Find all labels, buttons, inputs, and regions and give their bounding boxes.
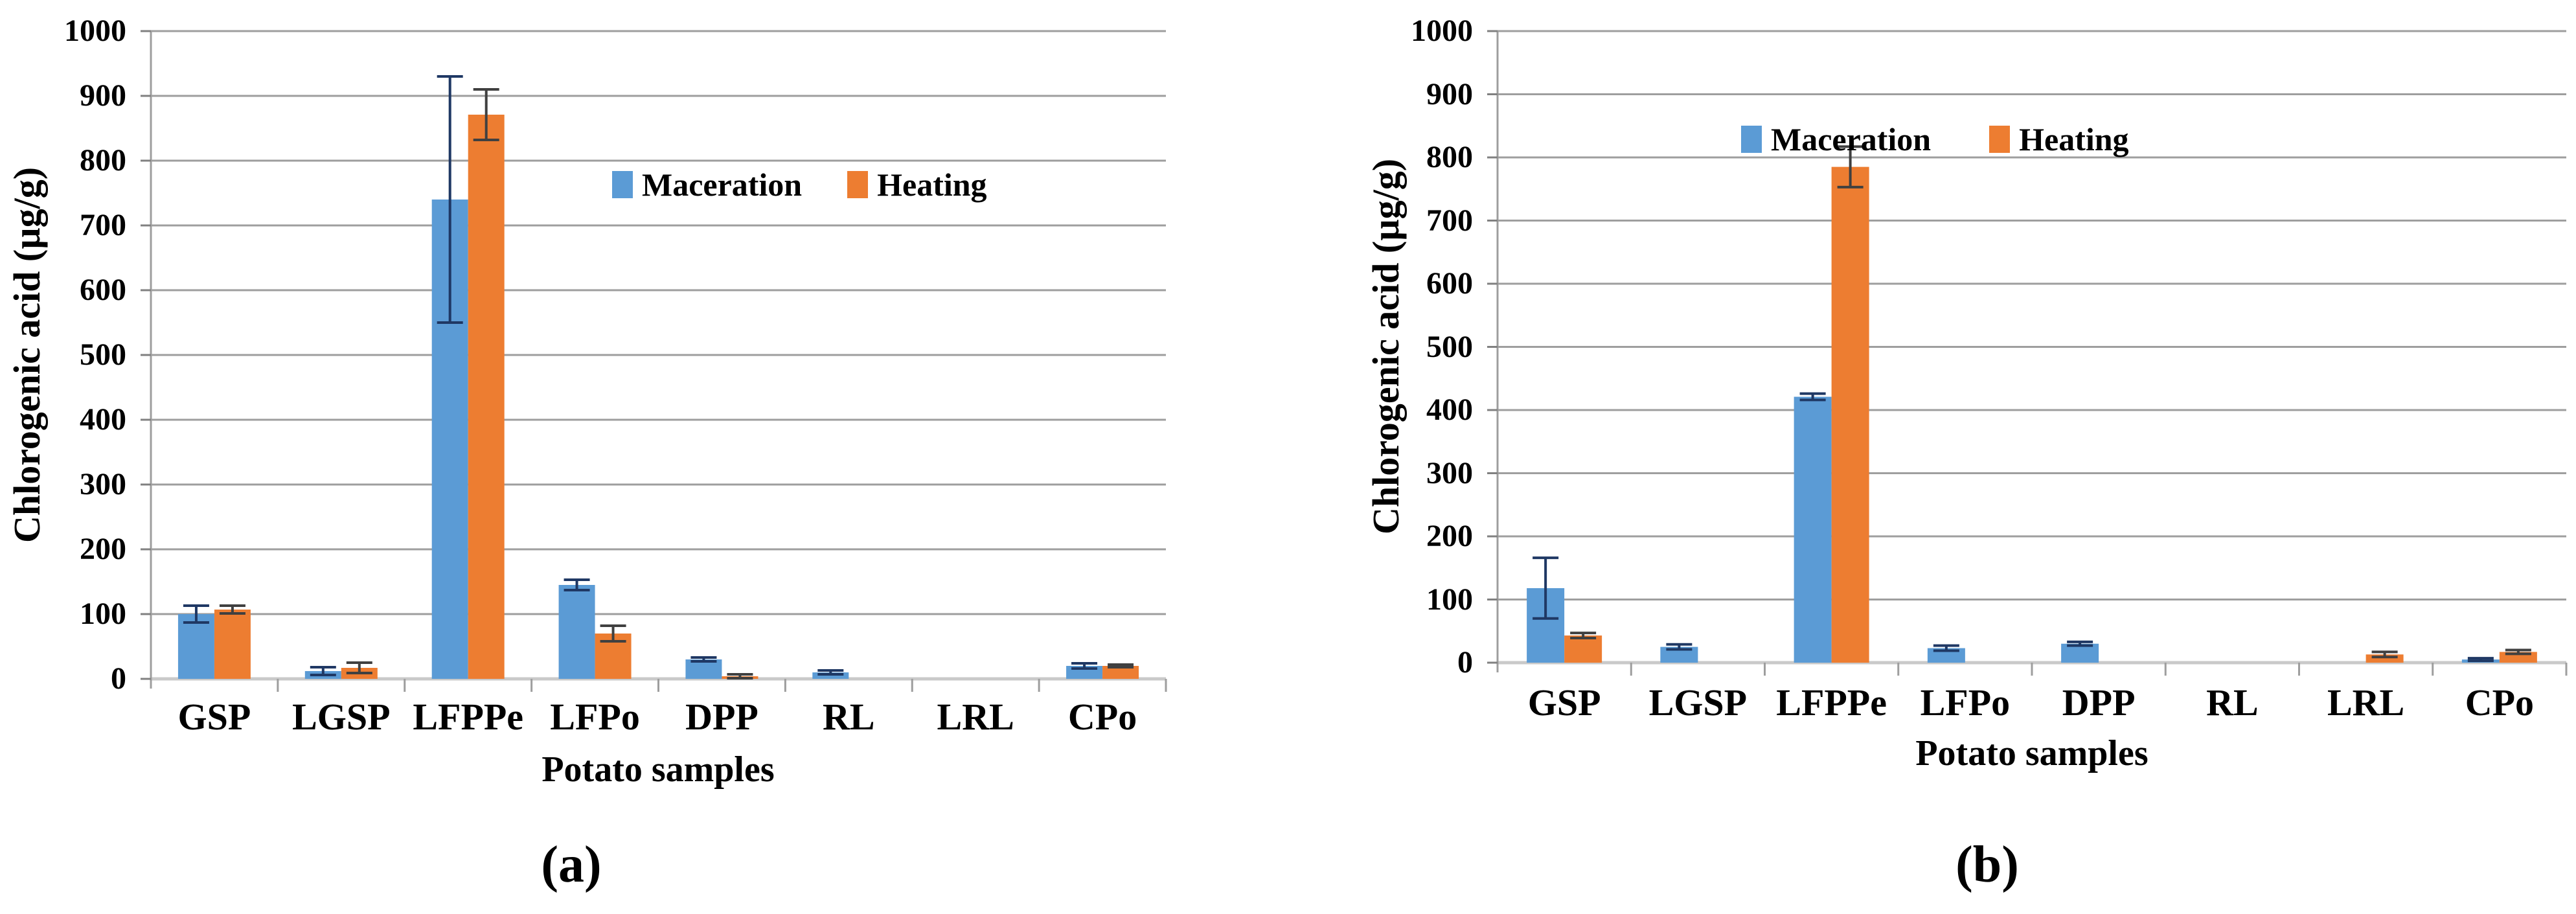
y-tick-label-a-500: 500 (80, 337, 126, 372)
y-tick-label-b-500: 500 (1426, 329, 1473, 364)
x-category-label-b-DPP: DPP (2062, 681, 2136, 724)
x-category-label-a-RL: RL (823, 696, 875, 738)
legend-label-maceration: Maceration (642, 166, 803, 203)
bar-a-heating-LFPPe (468, 115, 505, 679)
bar-b-heating-LFPPe (1831, 166, 1869, 663)
x-category-label-a-LFPo: LFPo (550, 696, 640, 738)
bar-a-heating-CPo (1102, 666, 1139, 679)
heating-swatch-icon (1989, 126, 2011, 153)
y-tick-label-b-400: 400 (1426, 393, 1473, 427)
legend-item-maceration: Maceration (612, 164, 802, 205)
y-tick-label-b-600: 600 (1426, 266, 1473, 301)
x-category-label-a-LGSP: LGSP (292, 696, 391, 738)
x-axis-title-b: Potato samples (1915, 733, 2149, 773)
y-tick-label-b-1000: 1000 (1411, 14, 1473, 48)
maceration-swatch-icon (1741, 126, 1762, 153)
y-tick-label-b-100: 100 (1426, 582, 1473, 617)
legend-label-maceration: Maceration (1771, 121, 1932, 157)
x-category-label-b-LFPo: LFPo (1920, 681, 2011, 724)
bar-b-maceration-LFPPe (1794, 396, 1832, 663)
y-tick-label-a-1000: 1000 (64, 14, 126, 48)
y-tick-label-a-300: 300 (80, 467, 126, 501)
caption-b: (b) (1955, 836, 2019, 893)
y-tick-label-b-0: 0 (1457, 645, 1473, 680)
y-tick-label-a-900: 900 (80, 78, 126, 113)
legend-label-heating: Heating (877, 166, 987, 203)
legend-item-heating: Heating (847, 164, 987, 205)
y-tick-label-a-700: 700 (80, 208, 126, 242)
y-tick-label-b-700: 700 (1426, 203, 1473, 238)
bar-a-heating-GSP (214, 610, 251, 679)
x-category-label-b-LFPPe: LFPPe (1776, 681, 1887, 724)
y-tick-label-b-800: 800 (1426, 140, 1473, 174)
caption-a: (a) (541, 836, 602, 893)
y-tick-label-a-0: 0 (111, 661, 126, 696)
x-category-label-b-RL: RL (2206, 681, 2259, 724)
x-category-label-b-LGSP: LGSP (1648, 681, 1748, 724)
legend-a: Maceration Heating (612, 164, 987, 205)
bar-a-maceration-GSP (177, 614, 214, 679)
x-category-label-b-LRL: LRL (2327, 681, 2405, 724)
y-tick-label-b-300: 300 (1426, 455, 1473, 490)
y-tick-label-b-200: 200 (1426, 519, 1473, 553)
heating-swatch-icon (847, 171, 869, 198)
y-tick-label-b-900: 900 (1426, 76, 1473, 111)
bar-a-maceration-LFPo (558, 585, 595, 679)
maceration-swatch-icon (612, 171, 633, 198)
x-category-label-b-GSP: GSP (1527, 681, 1601, 724)
x-category-label-a-GSP: GSP (177, 696, 251, 738)
y-tick-label-a-200: 200 (80, 532, 126, 566)
bar-b-heating-GSP (1564, 635, 1602, 663)
y-tick-label-a-800: 800 (80, 143, 126, 177)
y-tick-label-a-600: 600 (80, 273, 126, 307)
x-category-label-a-DPP: DPP (685, 696, 758, 738)
legend-item-maceration: Maceration (1741, 119, 1931, 160)
y-tick-label-a-400: 400 (80, 402, 126, 437)
x-category-label-a-LRL: LRL (937, 696, 1014, 738)
x-category-label-b-CPo: CPo (2465, 681, 2535, 724)
x-category-label-a-CPo: CPo (1067, 696, 1137, 738)
x-axis-title-a: Potato samples (541, 749, 775, 790)
x-category-label-a-LFPPe: LFPPe (413, 696, 524, 738)
legend-b: Maceration Heating (1741, 119, 2129, 160)
y-tick-label-a-100: 100 (80, 597, 126, 631)
legend-item-heating: Heating (1989, 119, 2129, 160)
legend-label-heating: Heating (2019, 121, 2129, 157)
